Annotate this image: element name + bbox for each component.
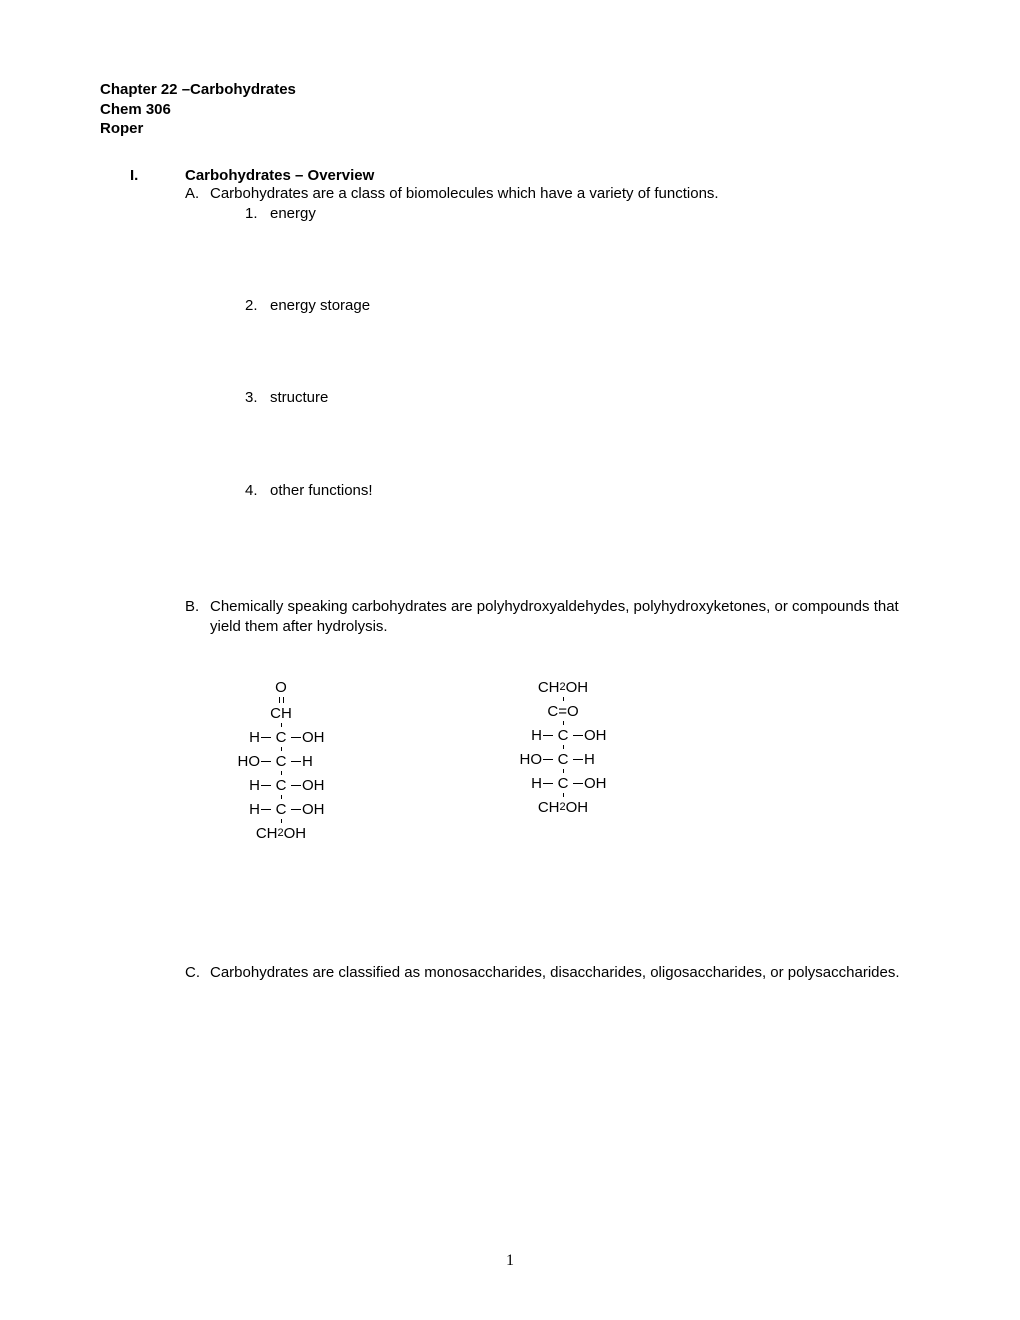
subitem-3: 3. structure xyxy=(245,388,920,408)
subitem-4-text: other functions! xyxy=(270,481,373,501)
f-row: HCOH xyxy=(230,799,332,819)
f-CH: CH xyxy=(270,703,292,723)
item-B-text: Chemically speaking carbohydrates are po… xyxy=(210,597,920,638)
num-1: 1. xyxy=(245,204,270,224)
subitem-2-text: energy storage xyxy=(270,296,370,316)
fischer-ketohexose: CH2OH C=O HCOH HOCH HCOH CH2OH xyxy=(512,677,614,843)
section-I: I. Carbohydrates – Overview xyxy=(130,167,920,184)
subitem-2: 2. energy storage xyxy=(245,296,920,316)
letter-C: C. xyxy=(185,963,210,983)
f-row: HOCH xyxy=(230,751,332,771)
f-O: O xyxy=(275,677,287,697)
outline-body: I. Carbohydrates – Overview A. Carbohydr… xyxy=(100,167,920,984)
f-CO: C=O xyxy=(547,701,578,721)
letter-B: B. xyxy=(185,597,210,638)
header-chapter: Chapter 22 –Carbohydrates xyxy=(100,80,920,100)
num-3: 3. xyxy=(245,388,270,408)
roman-numeral: I. xyxy=(130,167,185,184)
f-CH2OH: CH2OH xyxy=(538,797,588,817)
f-row: HCOH xyxy=(512,725,614,745)
fischer-aldohexose: O CH HCOH HOCH HCOH HCOH CH2OH xyxy=(230,677,332,843)
f-row: HCOH xyxy=(512,773,614,793)
f-CH2OH: CH2OH xyxy=(256,823,306,843)
subitem-3-text: structure xyxy=(270,388,328,408)
header-course: Chem 306 xyxy=(100,100,920,120)
fischer-projections: O CH HCOH HOCH HCOH HCOH CH2OH CH2OH C=O xyxy=(230,677,920,843)
num-2: 2. xyxy=(245,296,270,316)
item-B: B. Chemically speaking carbohydrates are… xyxy=(185,597,920,638)
f-row: HCOH xyxy=(230,727,332,747)
f-row: HCOH xyxy=(230,775,332,795)
subitem-1: 1. energy xyxy=(245,204,920,224)
item-C-text: Carbohydrates are classified as monosacc… xyxy=(210,963,900,983)
page-number: 1 xyxy=(0,1252,1020,1270)
section-title: Carbohydrates – Overview xyxy=(185,167,374,184)
f-row: HOCH xyxy=(512,749,614,769)
num-4: 4. xyxy=(245,481,270,501)
item-C: C. Carbohydrates are classified as monos… xyxy=(185,963,920,983)
subitem-1-text: energy xyxy=(270,204,316,224)
subitem-4: 4. other functions! xyxy=(245,481,920,501)
header-author: Roper xyxy=(100,119,920,139)
item-A: A. Carbohydrates are a class of biomolec… xyxy=(185,184,920,204)
letter-A: A. xyxy=(185,184,210,204)
f-CH2OH: CH2OH xyxy=(538,677,588,697)
item-A-text: Carbohydrates are a class of biomolecule… xyxy=(210,184,719,204)
document-page: Chapter 22 –Carbohydrates Chem 306 Roper… xyxy=(0,0,1020,984)
